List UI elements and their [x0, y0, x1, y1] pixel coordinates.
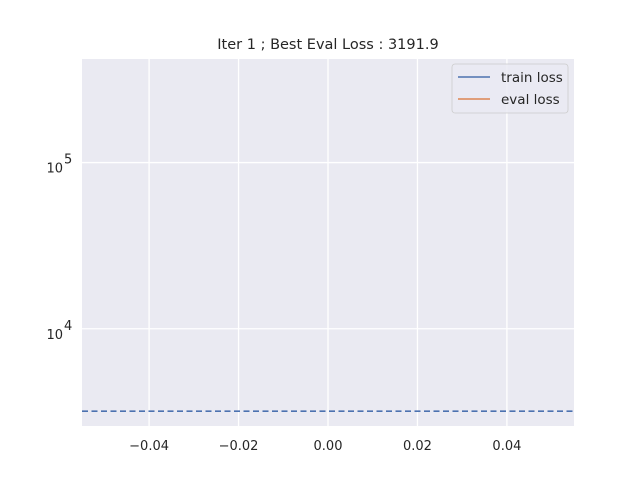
x-tick-labels: −0.04 −0.02 0.00 0.02 0.04 [129, 439, 521, 454]
y-tick-label: 105 [46, 153, 72, 177]
legend-label-2: eval loss [501, 92, 560, 108]
y-tick-exponent: 5 [64, 153, 72, 168]
y-tick-base: 10 [46, 162, 63, 177]
legend-label-1: train loss [501, 70, 563, 86]
x-tick-label: 0.02 [403, 439, 432, 454]
y-tick-base: 10 [46, 328, 63, 343]
x-tick-label: 0.04 [492, 439, 521, 454]
x-tick-label: 0.00 [314, 439, 343, 454]
y-tick-exponent: 4 [64, 319, 72, 334]
x-tick-label: −0.04 [129, 439, 169, 454]
legend: train loss eval loss [451, 63, 569, 114]
y-gridlines [82, 161, 574, 330]
chart-title: Iter 1 ; Best Eval Loss : 3191.9 [217, 37, 438, 53]
x-gridlines [148, 59, 508, 426]
x-tick-label: −0.02 [219, 439, 259, 454]
y-tick-label: 104 [46, 319, 72, 343]
